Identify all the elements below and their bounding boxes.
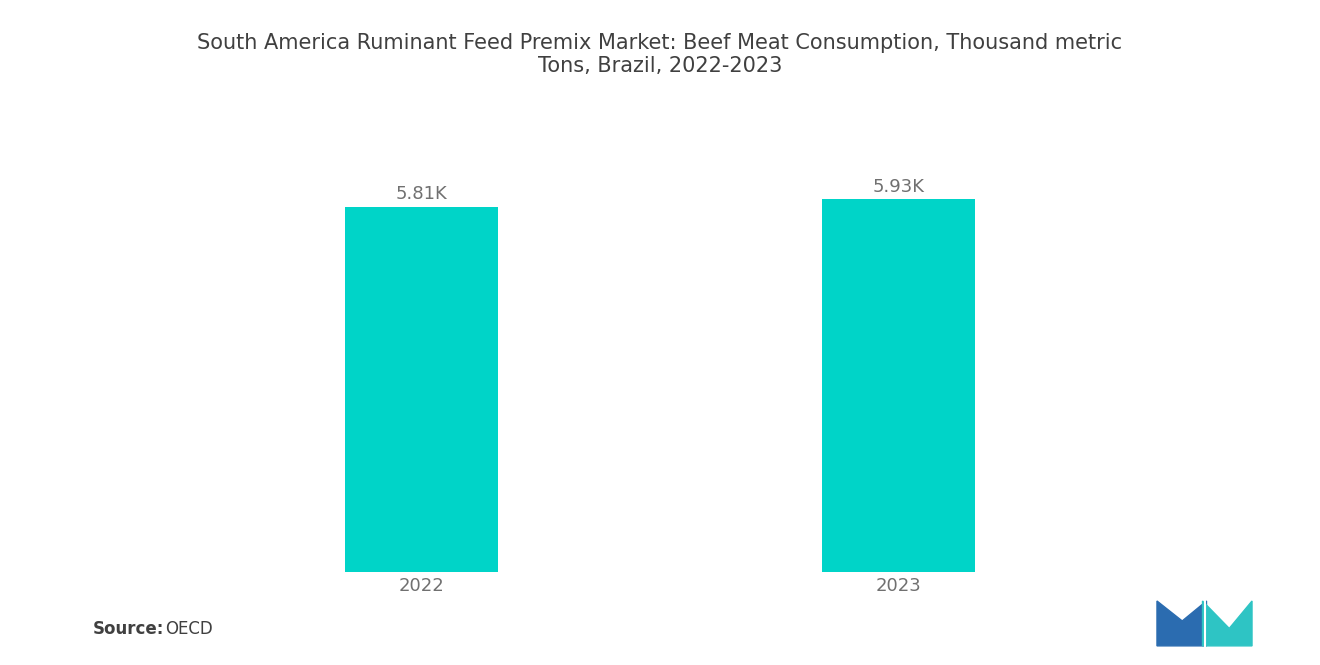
Text: Source:: Source: bbox=[92, 620, 164, 638]
Text: 5.93K: 5.93K bbox=[873, 178, 925, 196]
Text: 5.81K: 5.81K bbox=[395, 186, 447, 203]
Text: South America Ruminant Feed Premix Market: Beef Meat Consumption, Thousand metri: South America Ruminant Feed Premix Marke… bbox=[198, 33, 1122, 76]
Bar bbox=[345, 207, 498, 572]
Bar bbox=[822, 200, 975, 572]
Polygon shape bbox=[1156, 601, 1206, 646]
Polygon shape bbox=[1203, 601, 1251, 646]
Text: OECD: OECD bbox=[165, 620, 213, 638]
